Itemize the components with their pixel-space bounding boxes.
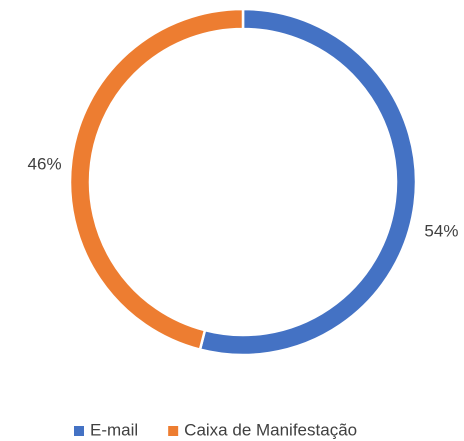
donut-segment (198, 7, 418, 357)
data-label: 46% (28, 154, 62, 173)
legend-swatch (74, 426, 84, 436)
legend-swatch (168, 426, 179, 436)
data-label: 54% (424, 222, 458, 241)
legend-label: E-mail (90, 420, 138, 439)
legend-label: Caixa de Manifestação (184, 420, 357, 439)
donut-segment (68, 7, 245, 352)
